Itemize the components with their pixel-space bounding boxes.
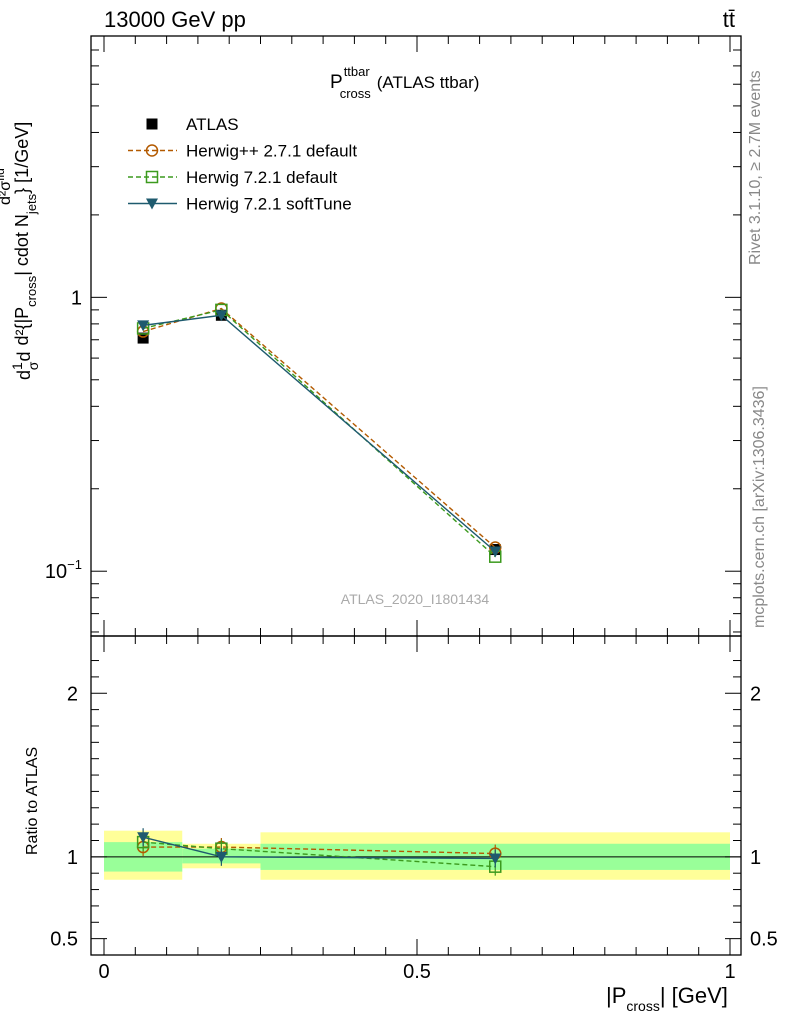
analysis-label: ATLAS_2020_I1801434 bbox=[341, 591, 490, 607]
data-point bbox=[489, 546, 502, 558]
ratio-point bbox=[489, 853, 502, 865]
y-axis-label: d1σdd²{|Pcross| cdot Njets} [1/GeV] bbox=[9, 122, 41, 380]
ratio-y-tick-label: 0.5 bbox=[50, 929, 78, 951]
x-tick-label: 0.5 bbox=[403, 961, 431, 983]
series-1 bbox=[136, 302, 502, 554]
legend: ATLAS Herwig++ 2.7.1 default Herwig 7.2.1 … bbox=[128, 115, 357, 214]
main-series bbox=[136, 302, 502, 563]
legend-marker bbox=[145, 144, 159, 157]
legend-label: Herwig++ 2.7.1 default bbox=[186, 142, 357, 161]
rivet-label: Rivet 3.1.10, ≥ 2.7M events bbox=[747, 70, 764, 265]
ratio-frame bbox=[90, 635, 742, 956]
ratio-y-tick-label-right: 2 bbox=[750, 683, 761, 705]
legend-label: Herwig 7.2.1 default bbox=[186, 168, 337, 187]
y-tick-label-1: 1 bbox=[71, 287, 82, 309]
series-0 bbox=[137, 309, 501, 556]
legend-label: ATLAS bbox=[186, 115, 239, 134]
ratio-y-tick-label-right: 1 bbox=[750, 847, 761, 869]
energy-label: 13000 GeV pp bbox=[104, 7, 246, 32]
ratio-y-tick-label: 1 bbox=[67, 847, 78, 869]
ratio-series bbox=[136, 828, 502, 876]
series-3 bbox=[137, 310, 502, 558]
ratio-y-tick-label-right: 0.5 bbox=[750, 929, 778, 951]
ratio-point bbox=[215, 851, 228, 863]
axes: 0 0.5 1 1 10−1 0.5 0.5 1 1 2 2 bbox=[45, 35, 778, 983]
ratio-error-bands bbox=[104, 830, 730, 880]
data-point bbox=[215, 310, 228, 322]
plot-title: Pttbar cross(ATLAS ttbar) bbox=[330, 64, 479, 101]
ratio-y-axis-label: Ratio to ATLAS bbox=[24, 747, 41, 855]
data-point bbox=[137, 320, 150, 332]
data-point bbox=[137, 332, 149, 344]
y-tick-label-0.1: 10−1 bbox=[45, 557, 82, 583]
x-tick-label: 1 bbox=[724, 961, 735, 983]
legend-marker bbox=[146, 198, 158, 210]
ratio-point bbox=[137, 832, 150, 844]
ratio-series-2 bbox=[137, 828, 502, 868]
mcplots-label: mcplots.cern.ch [arXiv:1306.3436] bbox=[751, 386, 768, 628]
legend-label: Herwig 7.2.1 softTune bbox=[186, 195, 352, 214]
series-line bbox=[142, 307, 496, 549]
legend-marker bbox=[145, 170, 159, 184]
series-line bbox=[142, 309, 496, 558]
series-line bbox=[143, 314, 496, 553]
ratio-y-tick-label: 2 bbox=[67, 683, 78, 705]
legend-marker bbox=[146, 118, 158, 130]
process-label: tt̄ bbox=[723, 7, 735, 32]
x-axis-label: |Pcross| [GeV] bbox=[606, 983, 728, 1014]
series-2 bbox=[136, 303, 502, 563]
x-tick-label: 0 bbox=[98, 961, 109, 983]
ratio-line bbox=[143, 846, 496, 855]
